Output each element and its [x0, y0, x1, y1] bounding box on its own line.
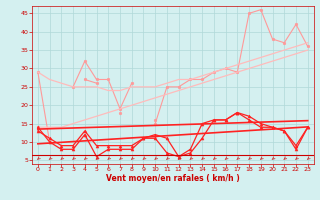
X-axis label: Vent moyen/en rafales ( km/h ): Vent moyen/en rafales ( km/h )	[106, 174, 240, 183]
